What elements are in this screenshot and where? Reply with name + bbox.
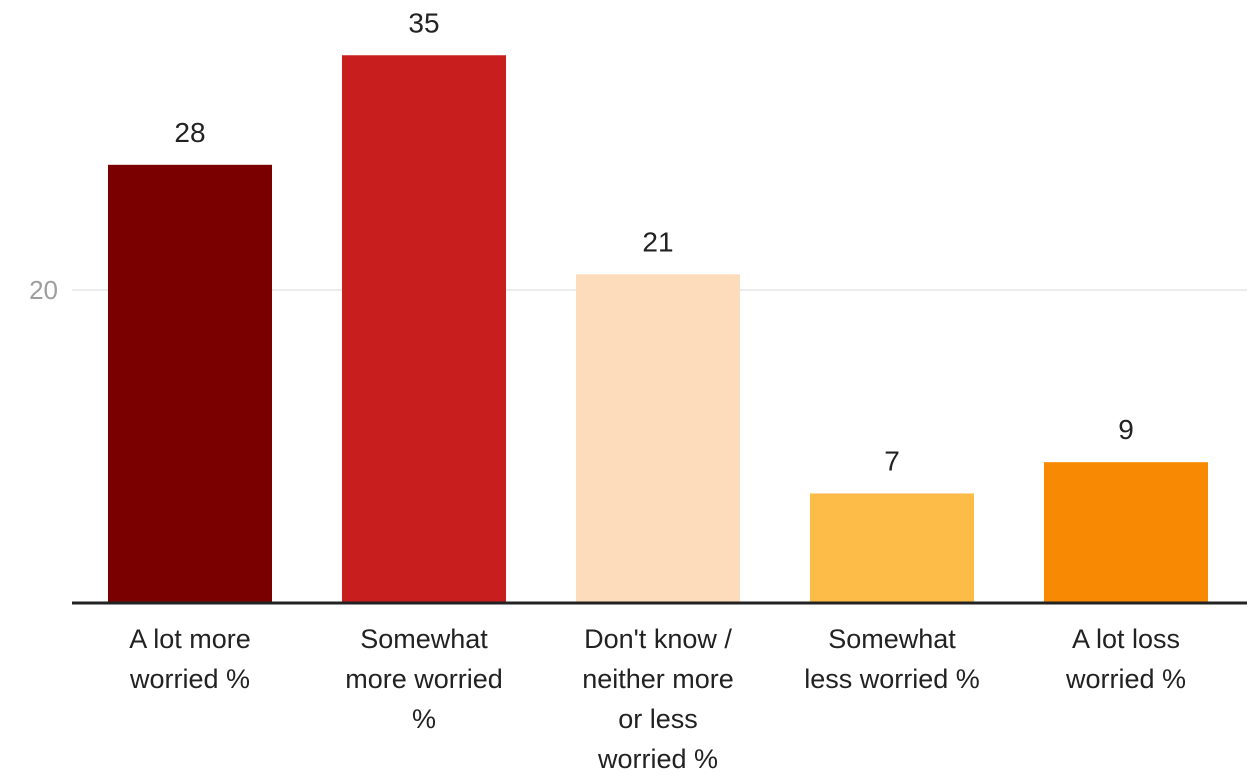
category-label-line: or less (618, 704, 698, 734)
category-label-line: less worried % (804, 664, 980, 694)
category-label-line: A lot loss (1072, 624, 1180, 654)
category-label-line: neither more (582, 664, 734, 694)
category-label-line: % (412, 704, 436, 734)
bar-value-label: 35 (408, 7, 439, 38)
bar (342, 55, 506, 603)
category-label-line: more worried (345, 664, 503, 694)
bars (108, 55, 1208, 604)
category-label-line: Somewhat (360, 624, 488, 654)
bar (1044, 462, 1208, 603)
bar (108, 164, 272, 604)
category-label-line: Don't know / (584, 624, 732, 654)
category-labels: A lot more worried % Somewhat more worried%… (129, 624, 1186, 774)
bar (576, 274, 740, 603)
value-labels: 28 35 21 7 9 (174, 7, 1133, 476)
bar-value-label: 7 (884, 445, 900, 476)
bar-value-label: 28 (174, 117, 205, 148)
category-label-line: worried % (597, 744, 718, 774)
bar (810, 493, 974, 603)
category-label-line: worried % (129, 664, 250, 694)
category-label-line: Somewhat (828, 624, 956, 654)
bar-value-label: 21 (642, 226, 673, 257)
category-label-line: A lot more (129, 624, 251, 654)
bar-value-label: 9 (1118, 414, 1134, 445)
y-tick-label: 20 (29, 275, 58, 305)
category-label-line: worried % (1065, 664, 1186, 694)
